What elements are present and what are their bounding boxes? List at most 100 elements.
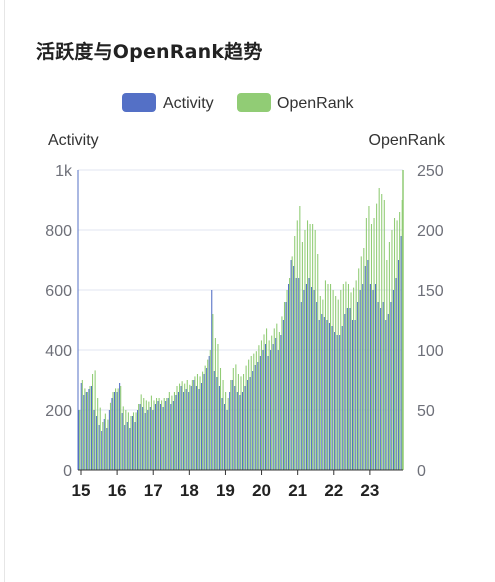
openrank-bar bbox=[332, 290, 334, 470]
openrank-bar bbox=[94, 370, 96, 470]
openrank-bar bbox=[120, 386, 122, 470]
activity-bar bbox=[206, 368, 208, 470]
activity-bar bbox=[88, 389, 90, 470]
openrank-bar bbox=[365, 218, 367, 470]
activity-bar bbox=[229, 392, 231, 470]
activity-bar bbox=[208, 356, 210, 470]
activity-bar bbox=[295, 278, 297, 470]
activity-bar bbox=[382, 302, 384, 470]
activity-bar bbox=[172, 401, 174, 470]
axes bbox=[77, 170, 404, 475]
openrank-bar bbox=[191, 380, 193, 470]
openrank-bar bbox=[370, 224, 373, 470]
activity-bar bbox=[398, 260, 400, 470]
activity-bar bbox=[331, 326, 333, 470]
activity-bar bbox=[293, 266, 295, 470]
x-tick-label: 16 bbox=[108, 481, 127, 500]
openrank-bar bbox=[245, 365, 247, 470]
activity-bar bbox=[113, 392, 116, 470]
openrank-bar bbox=[358, 268, 360, 470]
openrank-bar bbox=[199, 376, 201, 470]
openrank-bar bbox=[347, 284, 350, 470]
activity-bar bbox=[98, 425, 100, 470]
activity-bar bbox=[101, 431, 103, 470]
legend-swatch-openrank[interactable] bbox=[237, 93, 271, 112]
openrank-bar bbox=[127, 412, 129, 470]
openrank-bar bbox=[79, 410, 81, 470]
activity-bar bbox=[372, 290, 374, 470]
openrank-bar bbox=[171, 395, 173, 470]
activity-bar bbox=[392, 290, 394, 470]
legend[interactable]: Activity OpenRank bbox=[122, 93, 354, 112]
activity-bar bbox=[188, 392, 190, 470]
openrank-bar bbox=[207, 359, 209, 470]
x-tick-label: 22 bbox=[324, 481, 343, 500]
openrank-bar bbox=[314, 230, 316, 470]
openrank-bar bbox=[286, 290, 288, 470]
y-right-axis-name: OpenRank bbox=[369, 132, 446, 149]
activity-bar bbox=[85, 392, 87, 470]
activity-bar bbox=[249, 377, 251, 470]
x-tick-label: 19 bbox=[216, 481, 235, 500]
activity-bar bbox=[272, 344, 274, 470]
openrank-bar bbox=[248, 359, 250, 470]
activity-bar bbox=[254, 365, 256, 470]
activity-bar bbox=[277, 350, 279, 470]
openrank-bar bbox=[158, 398, 160, 470]
openrank-bar bbox=[335, 296, 337, 470]
activity-bar bbox=[162, 407, 164, 470]
activity-bar bbox=[257, 362, 259, 470]
activity-bar bbox=[339, 335, 341, 470]
legend-label-activity[interactable]: Activity bbox=[163, 95, 214, 112]
openrank-bar bbox=[140, 394, 142, 470]
openrank-bar bbox=[214, 338, 216, 470]
activity-bar bbox=[323, 317, 325, 470]
openrank-bar bbox=[299, 206, 301, 470]
activity-bar bbox=[90, 386, 93, 470]
bar-series bbox=[78, 188, 403, 470]
activity-bar bbox=[308, 278, 310, 470]
openrank-bar bbox=[255, 351, 257, 470]
activity-bar bbox=[275, 338, 277, 470]
activity-bar bbox=[170, 404, 172, 470]
openrank-bar bbox=[350, 292, 352, 470]
openrank-bar bbox=[301, 242, 303, 470]
activity-bar bbox=[134, 422, 136, 470]
openrank-bar bbox=[107, 419, 109, 470]
y-left-axis-name: Activity bbox=[48, 132, 99, 149]
openrank-bar bbox=[225, 392, 227, 470]
activity-bar bbox=[108, 410, 110, 470]
activity-bar bbox=[193, 380, 195, 470]
activity-bar bbox=[282, 320, 284, 470]
activity-bar bbox=[375, 284, 377, 470]
openrank-bar bbox=[294, 236, 296, 470]
openrank-bar bbox=[189, 384, 191, 470]
activity-bar bbox=[380, 308, 382, 470]
activity-bar bbox=[287, 284, 290, 470]
openrank-bar bbox=[163, 398, 165, 470]
openrank-bar bbox=[250, 356, 252, 470]
openrank-bar bbox=[194, 376, 196, 470]
activity-bar bbox=[160, 404, 162, 470]
legend-label-openrank[interactable]: OpenRank bbox=[277, 95, 354, 112]
activity-bar bbox=[96, 416, 98, 470]
x-tick-label: 20 bbox=[252, 481, 271, 500]
activity-bar bbox=[369, 284, 371, 470]
activity-bar bbox=[93, 410, 95, 470]
openrank-bar bbox=[92, 374, 94, 470]
activity-bar bbox=[326, 320, 328, 470]
activity-bar bbox=[349, 308, 351, 470]
openrank-bar bbox=[86, 392, 88, 470]
activity-bar bbox=[280, 335, 282, 470]
activity-bar bbox=[336, 335, 338, 470]
chart-card: 活跃度与OpenRank趋势 Activity OpenRank Activit… bbox=[5, 0, 495, 582]
openrank-bar bbox=[258, 345, 260, 470]
activity-bar bbox=[359, 290, 361, 470]
openrank-bar bbox=[383, 200, 385, 470]
chart-svg: Activity OpenRank Activity OpenRank 0 0 20… bbox=[45, 93, 446, 500]
legend-swatch-activity[interactable] bbox=[122, 93, 156, 112]
openrank-bar bbox=[278, 332, 280, 470]
activity-bar bbox=[252, 371, 254, 470]
openrank-bar bbox=[283, 302, 286, 470]
openrank-bar bbox=[289, 278, 291, 470]
